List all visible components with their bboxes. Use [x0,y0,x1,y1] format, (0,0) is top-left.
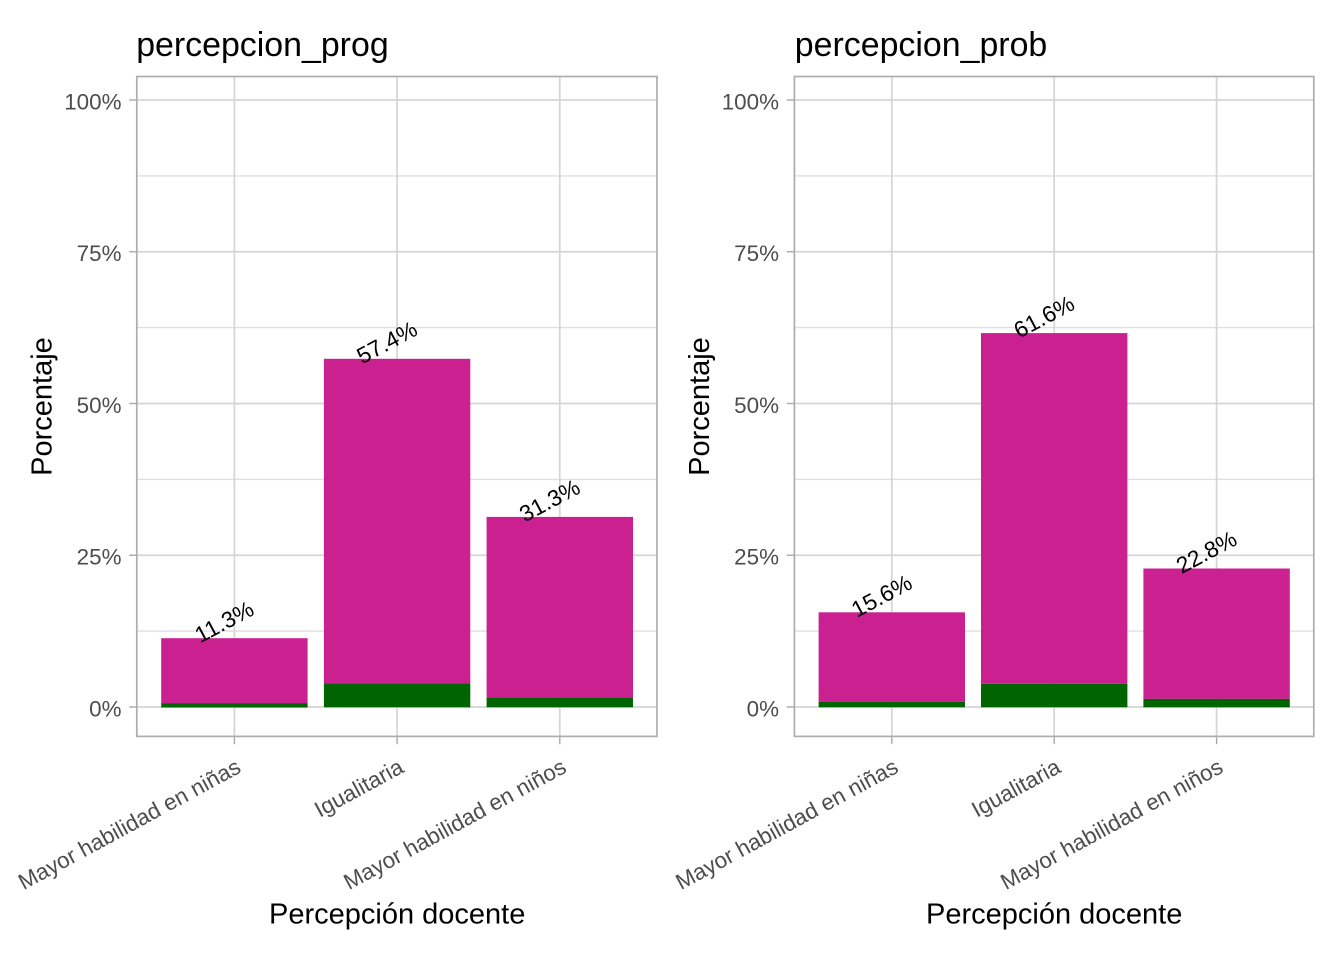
svg-text:Porcentaje: Porcentaje [27,337,59,476]
svg-text:100%: 100% [722,89,779,114]
svg-text:0%: 0% [89,696,121,721]
svg-text:50%: 50% [77,393,122,418]
svg-text:0%: 0% [747,696,779,721]
svg-text:75%: 75% [77,241,122,266]
svg-text:100%: 100% [64,89,121,114]
svg-text:Porcentaje: Porcentaje [684,337,716,476]
svg-text:25%: 25% [734,545,779,570]
svg-text:percepcion_prog: percepcion_prog [136,26,388,64]
svg-text:Percepción docente: Percepción docente [926,898,1182,930]
svg-text:75%: 75% [734,241,779,266]
svg-text:25%: 25% [77,545,122,570]
svg-text:Percepción docente: Percepción docente [269,898,525,930]
svg-text:50%: 50% [734,393,779,418]
svg-text:percepcion_prob: percepcion_prob [795,26,1047,64]
